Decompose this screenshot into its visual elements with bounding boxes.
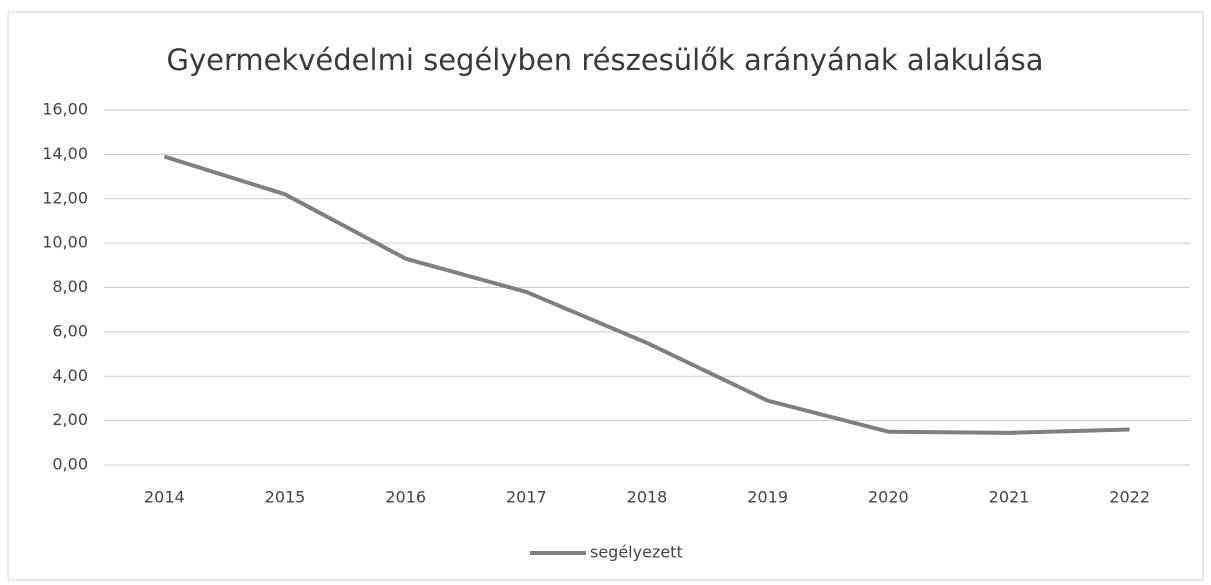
x-tick-label: 2017 bbox=[506, 488, 547, 507]
y-tick-label: 0,00 bbox=[52, 455, 88, 474]
legend-label: segélyezett bbox=[590, 543, 683, 562]
y-tick-label: 14,00 bbox=[42, 144, 88, 163]
y-tick-label: 12,00 bbox=[42, 188, 88, 207]
x-tick-label: 2021 bbox=[989, 488, 1030, 507]
y-tick-label: 2,00 bbox=[52, 410, 88, 429]
chart-border bbox=[7, 11, 1204, 581]
y-tick-label: 16,00 bbox=[42, 100, 88, 119]
chart-title: Gyermekvédelmi segélyben részesülők arán… bbox=[166, 43, 1043, 77]
x-tick-label: 2020 bbox=[868, 488, 909, 507]
y-tick-label: 6,00 bbox=[52, 321, 88, 340]
data-line bbox=[163, 154, 1130, 435]
y-tick-label: 4,00 bbox=[52, 366, 88, 385]
x-tick-label: 2015 bbox=[265, 488, 306, 507]
y-tick-label: 8,00 bbox=[52, 277, 88, 296]
x-tick-label: 2014 bbox=[144, 488, 185, 507]
x-tick-label: 2016 bbox=[385, 488, 426, 507]
x-tick-label: 2018 bbox=[627, 488, 668, 507]
x-tick-label: 2019 bbox=[747, 488, 788, 507]
y-tick-label: 10,00 bbox=[42, 233, 88, 252]
x-tick-label: 2022 bbox=[1109, 488, 1150, 507]
